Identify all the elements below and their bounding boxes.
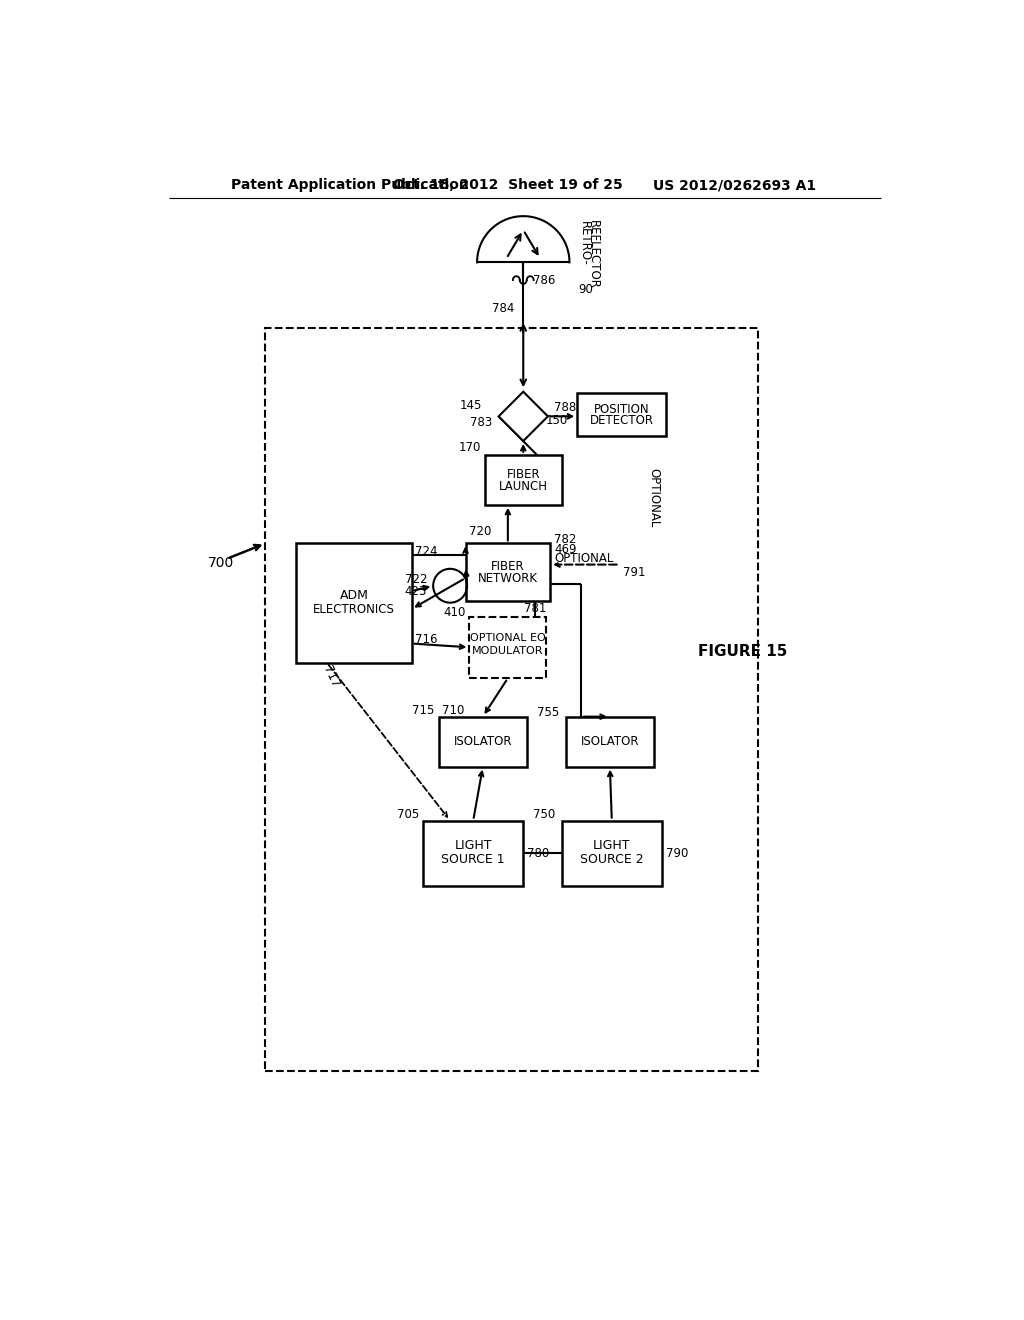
Text: ISOLATOR: ISOLATOR: [581, 735, 639, 748]
Text: 716: 716: [416, 634, 438, 647]
Text: OPTIONAL: OPTIONAL: [647, 467, 660, 527]
Text: FIBER: FIBER: [492, 561, 524, 573]
Text: 722: 722: [404, 573, 427, 586]
Text: 150: 150: [546, 414, 568, 428]
Text: NETWORK: NETWORK: [478, 572, 538, 585]
Text: ISOLATOR: ISOLATOR: [454, 735, 512, 748]
Text: ELECTRONICS: ELECTRONICS: [313, 603, 395, 615]
Text: MODULATOR: MODULATOR: [472, 647, 544, 656]
Text: 782: 782: [554, 533, 577, 546]
Text: ADM: ADM: [339, 589, 369, 602]
Text: 720: 720: [469, 525, 492, 539]
FancyBboxPatch shape: [484, 455, 562, 506]
Text: DETECTOR: DETECTOR: [590, 414, 653, 428]
FancyBboxPatch shape: [466, 544, 550, 601]
Text: LAUNCH: LAUNCH: [499, 479, 548, 492]
Text: FIBER: FIBER: [507, 469, 540, 480]
Text: US 2012/0262693 A1: US 2012/0262693 A1: [652, 178, 816, 193]
Text: 469: 469: [554, 543, 577, 556]
Text: LIGHT: LIGHT: [455, 840, 492, 853]
FancyBboxPatch shape: [296, 544, 412, 663]
Polygon shape: [499, 392, 548, 441]
Text: 423: 423: [404, 585, 427, 598]
Text: REFLECTOR: REFLECTOR: [587, 220, 600, 289]
Text: Oct. 18, 2012  Sheet 19 of 25: Oct. 18, 2012 Sheet 19 of 25: [393, 178, 623, 193]
Text: 784: 784: [492, 302, 514, 315]
Text: 145: 145: [460, 399, 481, 412]
Text: 410: 410: [443, 606, 466, 619]
Text: 90: 90: [579, 282, 594, 296]
Text: OPTIONAL EO: OPTIONAL EO: [470, 634, 546, 643]
Text: 781: 781: [524, 602, 547, 615]
Text: Patent Application Publication: Patent Application Publication: [230, 178, 468, 193]
Text: 755: 755: [538, 706, 559, 719]
Text: SOURCE 1: SOURCE 1: [441, 853, 505, 866]
FancyBboxPatch shape: [423, 821, 523, 886]
Text: 170: 170: [459, 441, 481, 454]
Text: FIGURE 15: FIGURE 15: [698, 644, 787, 659]
Text: POSITION: POSITION: [594, 403, 649, 416]
Text: 710: 710: [442, 704, 465, 717]
FancyBboxPatch shape: [565, 717, 654, 767]
Text: 705: 705: [397, 808, 419, 821]
Text: RETRO-: RETRO-: [579, 220, 592, 265]
Text: 786: 786: [532, 273, 555, 286]
Text: 750: 750: [534, 808, 556, 821]
Text: 790: 790: [666, 847, 688, 859]
Text: 717: 717: [321, 664, 341, 689]
FancyBboxPatch shape: [438, 717, 527, 767]
Text: 715: 715: [413, 704, 435, 717]
Text: SOURCE 2: SOURCE 2: [580, 853, 644, 866]
Text: 791: 791: [624, 566, 646, 578]
Text: 724: 724: [416, 545, 438, 557]
Text: LIGHT: LIGHT: [593, 840, 631, 853]
FancyBboxPatch shape: [578, 393, 666, 436]
FancyBboxPatch shape: [562, 821, 662, 886]
Text: 700: 700: [208, 556, 233, 570]
Text: 783: 783: [470, 416, 493, 429]
Text: 780: 780: [527, 847, 549, 859]
Text: OPTIONAL: OPTIONAL: [554, 552, 613, 565]
Text: 788: 788: [554, 400, 577, 413]
